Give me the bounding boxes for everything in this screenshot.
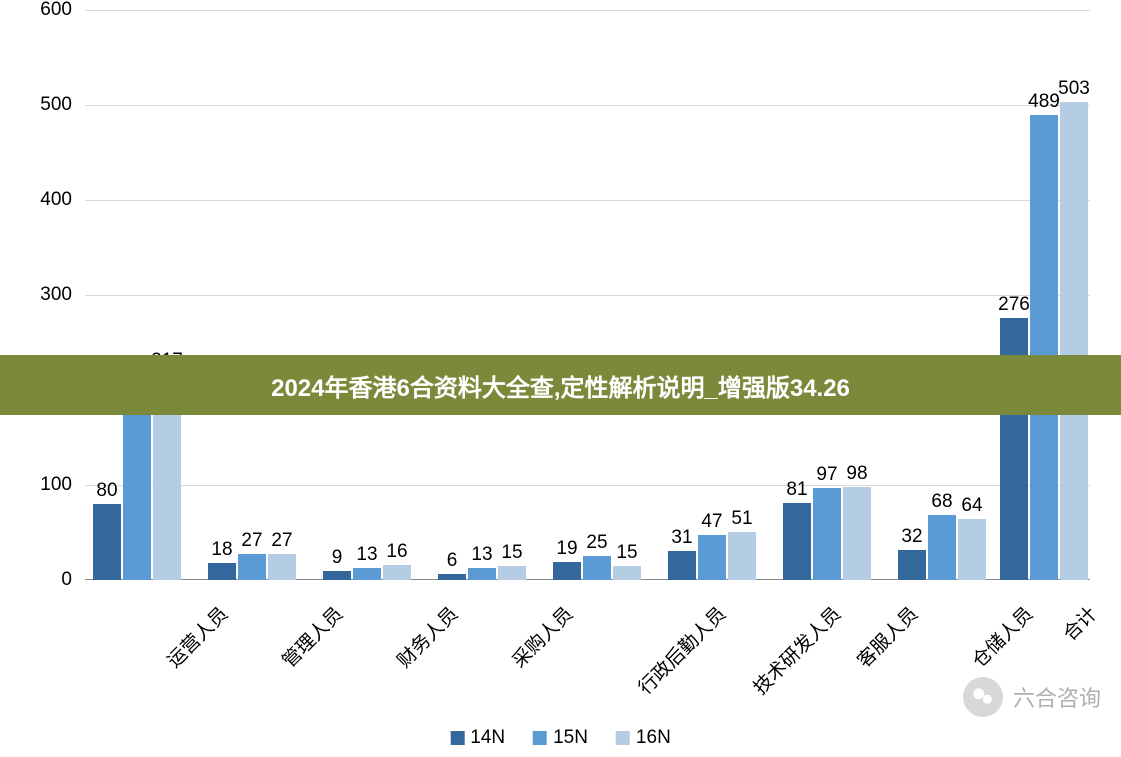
watermark-text: 六合咨询 bbox=[1013, 681, 1101, 713]
bar-value-label: 6 bbox=[447, 550, 458, 572]
x-category-label: 行政后勤人员 bbox=[631, 600, 731, 700]
bar-group: 182727 bbox=[208, 554, 296, 580]
x-category-label: 技术研发人员 bbox=[746, 600, 846, 700]
overlay-text: 2024年香港6合资料大全查,定性解析说明_增强版34.26 bbox=[271, 368, 850, 403]
y-tick-label: 400 bbox=[40, 189, 72, 211]
legend-item: 14N bbox=[450, 727, 505, 749]
bar-value-label: 276 bbox=[998, 294, 1030, 316]
legend-item: 16N bbox=[616, 727, 671, 749]
gridline bbox=[85, 295, 1090, 296]
bar-value-label: 9 bbox=[332, 547, 343, 569]
x-category-label: 采购人员 bbox=[505, 600, 578, 673]
bar-value-label: 68 bbox=[931, 491, 952, 513]
bar: 489 bbox=[1030, 115, 1058, 580]
watermark: 六合咨询 bbox=[963, 677, 1101, 717]
bar: 13 bbox=[353, 568, 381, 580]
x-category-label: 客服人员 bbox=[850, 600, 923, 673]
bar-value-label: 80 bbox=[96, 480, 117, 502]
bar: 47 bbox=[698, 535, 726, 580]
bar-value-label: 15 bbox=[616, 542, 637, 564]
bar: 13 bbox=[468, 568, 496, 580]
bar-value-label: 25 bbox=[586, 532, 607, 554]
bar: 98 bbox=[843, 487, 871, 580]
bar-group: 326864 bbox=[898, 515, 986, 580]
bar: 15 bbox=[498, 566, 526, 580]
bar: 15 bbox=[613, 566, 641, 580]
gridline bbox=[85, 105, 1090, 106]
bar: 503 bbox=[1060, 102, 1088, 580]
legend-swatch bbox=[533, 731, 547, 745]
y-tick-label: 300 bbox=[40, 284, 72, 306]
bar-value-label: 98 bbox=[846, 463, 867, 485]
bar-group: 192515 bbox=[553, 556, 641, 580]
bar-group: 276489503 bbox=[1000, 102, 1088, 580]
y-axis: 0100200300400500600 bbox=[30, 10, 80, 580]
bar: 51 bbox=[728, 532, 756, 580]
bar: 18 bbox=[208, 563, 236, 580]
bar-group: 61315 bbox=[438, 566, 526, 580]
x-axis-labels: 运营人员管理人员财务人员采购人员行政后勤人员技术研发人员客服人员仓储人员合计 bbox=[85, 592, 1090, 702]
bar-value-label: 13 bbox=[356, 544, 377, 566]
bar: 80 bbox=[93, 504, 121, 580]
bar: 81 bbox=[783, 503, 811, 580]
gridline bbox=[85, 10, 1090, 11]
bar: 16 bbox=[383, 565, 411, 580]
bar: 19 bbox=[553, 562, 581, 580]
bar-value-label: 47 bbox=[701, 511, 722, 533]
bar-value-label: 31 bbox=[671, 527, 692, 549]
bar-value-label: 51 bbox=[731, 508, 752, 530]
y-tick-label: 0 bbox=[61, 569, 72, 591]
legend-label: 16N bbox=[636, 727, 671, 749]
bar-value-label: 97 bbox=[816, 464, 837, 486]
overlay-banner: 2024年香港6合资料大全查,定性解析说明_增强版34.26 bbox=[0, 355, 1121, 415]
bar: 6 bbox=[438, 574, 466, 580]
bar: 25 bbox=[583, 556, 611, 580]
bar-value-label: 16 bbox=[386, 541, 407, 563]
wechat-icon bbox=[963, 677, 1003, 717]
bar-group: 91316 bbox=[323, 565, 411, 580]
x-category-label: 运营人员 bbox=[160, 600, 233, 673]
x-category-label: 财务人员 bbox=[390, 600, 463, 673]
bar: 64 bbox=[958, 519, 986, 580]
legend-label: 14N bbox=[470, 727, 505, 749]
legend-item: 15N bbox=[533, 727, 588, 749]
bar-value-label: 13 bbox=[471, 544, 492, 566]
x-category-label: 仓储人员 bbox=[965, 600, 1038, 673]
legend-swatch bbox=[616, 731, 630, 745]
x-category-label: 管理人员 bbox=[275, 600, 348, 673]
bar-value-label: 503 bbox=[1058, 78, 1090, 100]
y-tick-label: 500 bbox=[40, 94, 72, 116]
bar: 68 bbox=[928, 515, 956, 580]
x-category-label: 合计 bbox=[1056, 600, 1102, 646]
bar-value-label: 19 bbox=[556, 538, 577, 560]
bar-value-label: 18 bbox=[211, 539, 232, 561]
y-tick-label: 100 bbox=[40, 474, 72, 496]
bar: 199 bbox=[123, 391, 151, 580]
bar-value-label: 15 bbox=[501, 542, 522, 564]
bar: 31 bbox=[668, 551, 696, 580]
bar-group: 819798 bbox=[783, 487, 871, 580]
y-tick-label: 600 bbox=[40, 0, 72, 21]
bar: 32 bbox=[898, 550, 926, 580]
gridline bbox=[85, 485, 1090, 486]
gridline bbox=[85, 200, 1090, 201]
bar-value-label: 489 bbox=[1028, 91, 1060, 113]
bar-value-label: 64 bbox=[961, 495, 982, 517]
bar-group: 314751 bbox=[668, 532, 756, 580]
bar: 97 bbox=[813, 488, 841, 580]
plot-area: 8019921718272791316613151925153147518197… bbox=[85, 10, 1090, 580]
bar-value-label: 81 bbox=[786, 479, 807, 501]
bar: 27 bbox=[268, 554, 296, 580]
bar: 9 bbox=[323, 571, 351, 580]
legend-label: 15N bbox=[553, 727, 588, 749]
bar-value-label: 27 bbox=[271, 530, 292, 552]
legend: 14N 15N 16N bbox=[450, 727, 671, 749]
legend-swatch bbox=[450, 731, 464, 745]
bar-value-label: 32 bbox=[901, 526, 922, 548]
bar: 27 bbox=[238, 554, 266, 580]
chart-container: 0100200300400500600 80199217182727913166… bbox=[30, 0, 1100, 590]
bar-value-label: 27 bbox=[241, 530, 262, 552]
